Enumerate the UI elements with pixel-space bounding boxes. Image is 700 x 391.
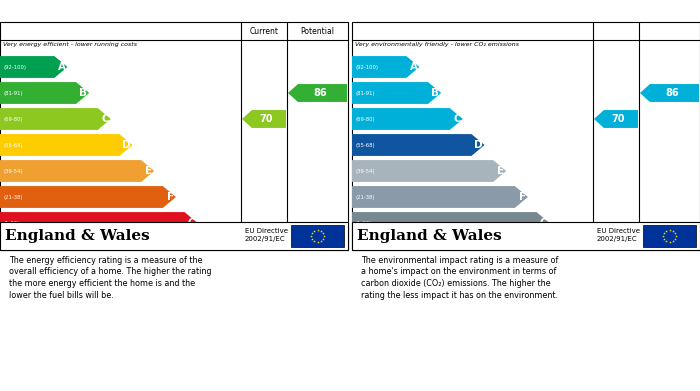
FancyArrow shape	[0, 134, 132, 156]
FancyArrow shape	[352, 82, 441, 104]
Text: D: D	[474, 140, 482, 150]
Text: (21-38): (21-38)	[355, 194, 374, 199]
Text: (39-54): (39-54)	[355, 169, 374, 174]
Text: (1-20): (1-20)	[3, 221, 20, 226]
Text: (1-20): (1-20)	[355, 221, 371, 226]
Text: D: D	[122, 140, 131, 150]
Text: (92-100): (92-100)	[355, 65, 378, 70]
Text: C: C	[102, 114, 109, 124]
FancyArrow shape	[0, 56, 67, 78]
Text: 70: 70	[612, 114, 625, 124]
FancyArrow shape	[0, 108, 111, 130]
Text: EU Directive
2002/91/EC: EU Directive 2002/91/EC	[245, 228, 288, 242]
Text: F: F	[167, 192, 174, 202]
Text: G: G	[187, 218, 196, 228]
Text: Very environmentally friendly - lower CO₂ emissions: Very environmentally friendly - lower CO…	[355, 42, 519, 47]
Text: (92-100): (92-100)	[3, 65, 26, 70]
Text: (55-68): (55-68)	[355, 142, 374, 147]
Text: (81-91): (81-91)	[3, 90, 22, 95]
Text: 70: 70	[260, 114, 273, 124]
FancyArrow shape	[0, 212, 197, 234]
Text: (21-38): (21-38)	[3, 194, 22, 199]
FancyArrow shape	[242, 110, 286, 128]
FancyArrow shape	[352, 160, 506, 182]
Text: B: B	[431, 88, 439, 98]
Text: The energy efficiency rating is a measure of the
overall efficiency of a home. T: The energy efficiency rating is a measur…	[8, 256, 211, 300]
Text: (69-80): (69-80)	[355, 117, 374, 122]
Text: E: E	[145, 166, 153, 176]
Text: B: B	[79, 88, 88, 98]
Text: E: E	[497, 166, 504, 176]
Text: (39-54): (39-54)	[3, 169, 22, 174]
Text: Not energy efficient - higher running costs: Not energy efficient - higher running co…	[3, 243, 137, 248]
Text: (69-80): (69-80)	[3, 117, 22, 122]
Text: Environmental Impact (CO₂) Rating: Environmental Impact (CO₂) Rating	[357, 5, 589, 18]
FancyArrow shape	[0, 82, 89, 104]
Text: Potential: Potential	[300, 27, 335, 36]
Text: 86: 86	[314, 88, 328, 98]
FancyArrow shape	[594, 110, 638, 128]
Text: England & Wales: England & Wales	[357, 229, 502, 243]
FancyArrow shape	[352, 186, 528, 208]
Text: Energy Efficiency Rating: Energy Efficiency Rating	[5, 5, 168, 18]
Text: Current: Current	[249, 27, 279, 36]
Text: 86: 86	[666, 88, 680, 98]
Text: Not environmentally friendly - higher CO₂ emissions: Not environmentally friendly - higher CO…	[355, 243, 519, 248]
Text: A: A	[57, 62, 66, 72]
FancyArrow shape	[288, 84, 347, 102]
Bar	[643, 225, 696, 247]
Text: F: F	[519, 192, 526, 202]
FancyArrow shape	[640, 84, 699, 102]
Text: England & Wales: England & Wales	[5, 229, 150, 243]
FancyArrow shape	[352, 134, 484, 156]
FancyArrow shape	[0, 160, 154, 182]
Text: C: C	[454, 114, 461, 124]
Text: Very energy efficient - lower running costs: Very energy efficient - lower running co…	[3, 42, 137, 47]
Text: A: A	[410, 62, 417, 72]
FancyArrow shape	[352, 56, 419, 78]
Text: G: G	[539, 218, 547, 228]
Text: (81-91): (81-91)	[355, 90, 374, 95]
Text: EU Directive
2002/91/EC: EU Directive 2002/91/EC	[597, 228, 640, 242]
FancyArrow shape	[0, 186, 176, 208]
FancyArrow shape	[352, 108, 463, 130]
Text: The environmental impact rating is a measure of
a home's impact on the environme: The environmental impact rating is a mea…	[360, 256, 558, 300]
Bar	[291, 225, 344, 247]
FancyArrow shape	[352, 212, 550, 234]
Text: (55-68): (55-68)	[3, 142, 22, 147]
